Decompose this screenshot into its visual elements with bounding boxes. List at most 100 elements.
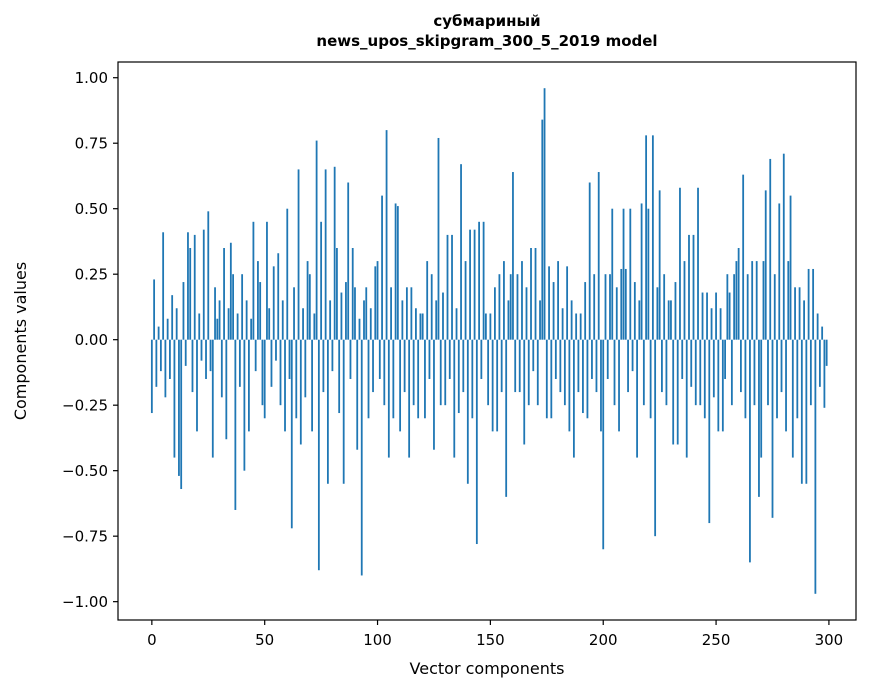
bar: [378, 339, 381, 379]
bar: [410, 287, 413, 340]
bar: [155, 339, 158, 387]
bar: [198, 313, 201, 340]
bar: [326, 339, 329, 484]
bar: [435, 300, 438, 340]
bar: [166, 318, 169, 340]
bar: [171, 295, 174, 340]
bar: [694, 339, 697, 406]
bar: [216, 318, 219, 340]
bar: [150, 339, 153, 414]
bar: [214, 287, 216, 340]
bar: [534, 248, 537, 340]
bar: [360, 339, 363, 576]
bar: [173, 339, 176, 458]
bar: [261, 339, 264, 406]
bar: [304, 339, 307, 398]
bar: [751, 261, 754, 340]
bar: [690, 339, 693, 387]
bar: [728, 292, 731, 340]
bar: [229, 242, 232, 340]
bar: [760, 339, 763, 458]
bar: [807, 268, 810, 340]
bar: [744, 339, 747, 419]
bar: [430, 274, 433, 340]
bar: [428, 339, 431, 379]
bar: [211, 339, 214, 458]
bar: [484, 313, 487, 340]
y-tick-label: −0.75: [62, 527, 108, 545]
bar: [207, 211, 210, 340]
bar: [773, 274, 776, 340]
bars-group: [150, 88, 828, 594]
bar: [419, 313, 422, 340]
bar: [457, 339, 460, 414]
bar: [496, 339, 499, 432]
bar: [559, 339, 562, 393]
bar: [548, 266, 550, 340]
x-tick-label: 100: [363, 631, 392, 649]
bar: [248, 339, 250, 432]
bar: [487, 339, 490, 406]
bar: [604, 274, 607, 340]
bar: [293, 287, 295, 340]
bar: [620, 268, 623, 340]
bar: [299, 339, 302, 445]
bar: [577, 339, 580, 393]
bar: [697, 187, 699, 340]
bar: [672, 339, 675, 445]
bar: [737, 248, 740, 340]
bar: [354, 287, 356, 340]
bar: [442, 292, 444, 340]
bar: [631, 339, 634, 372]
bar: [579, 313, 582, 340]
bar: [202, 229, 205, 340]
bar: [771, 339, 774, 518]
bar: [390, 287, 392, 340]
bar: [568, 339, 571, 432]
bar: [349, 339, 352, 379]
bar: [514, 339, 517, 393]
bar: [640, 203, 643, 340]
bar: [609, 274, 611, 340]
bar: [279, 339, 282, 406]
bar: [308, 274, 311, 340]
bar: [396, 206, 399, 340]
bar: [234, 339, 237, 510]
bar: [776, 339, 778, 419]
bar: [403, 339, 406, 393]
bar: [703, 339, 706, 419]
bar: [356, 339, 359, 450]
bar: [464, 261, 467, 340]
bar: [615, 287, 618, 340]
y-tick-label: 0.75: [75, 134, 108, 152]
bar: [681, 339, 684, 379]
bar: [238, 339, 241, 387]
x-tick-label: 150: [476, 631, 505, 649]
bar: [588, 182, 591, 340]
bar: [708, 339, 711, 524]
bar: [642, 339, 645, 406]
bar: [685, 339, 688, 458]
bar: [530, 248, 532, 340]
bar: [329, 300, 332, 340]
bar: [595, 339, 598, 393]
bar: [692, 234, 695, 340]
bar: [821, 326, 824, 340]
x-tick-label: 0: [147, 631, 157, 649]
bar: [205, 339, 207, 379]
bar: [196, 339, 198, 432]
bar: [383, 339, 386, 406]
bar: [336, 248, 338, 340]
bar: [448, 339, 451, 379]
bar: [491, 339, 494, 432]
bar: [482, 221, 485, 340]
bar: [405, 287, 408, 340]
y-axis-ticks: −1.00 −0.75 −0.50 −0.25 0.00 0.25 0.50 0.75 1.00: [62, 69, 118, 611]
bar: [550, 339, 553, 419]
bar: [618, 339, 620, 432]
bar: [561, 308, 564, 340]
bar: [164, 339, 167, 398]
bar: [572, 339, 575, 458]
bar: [408, 339, 411, 458]
